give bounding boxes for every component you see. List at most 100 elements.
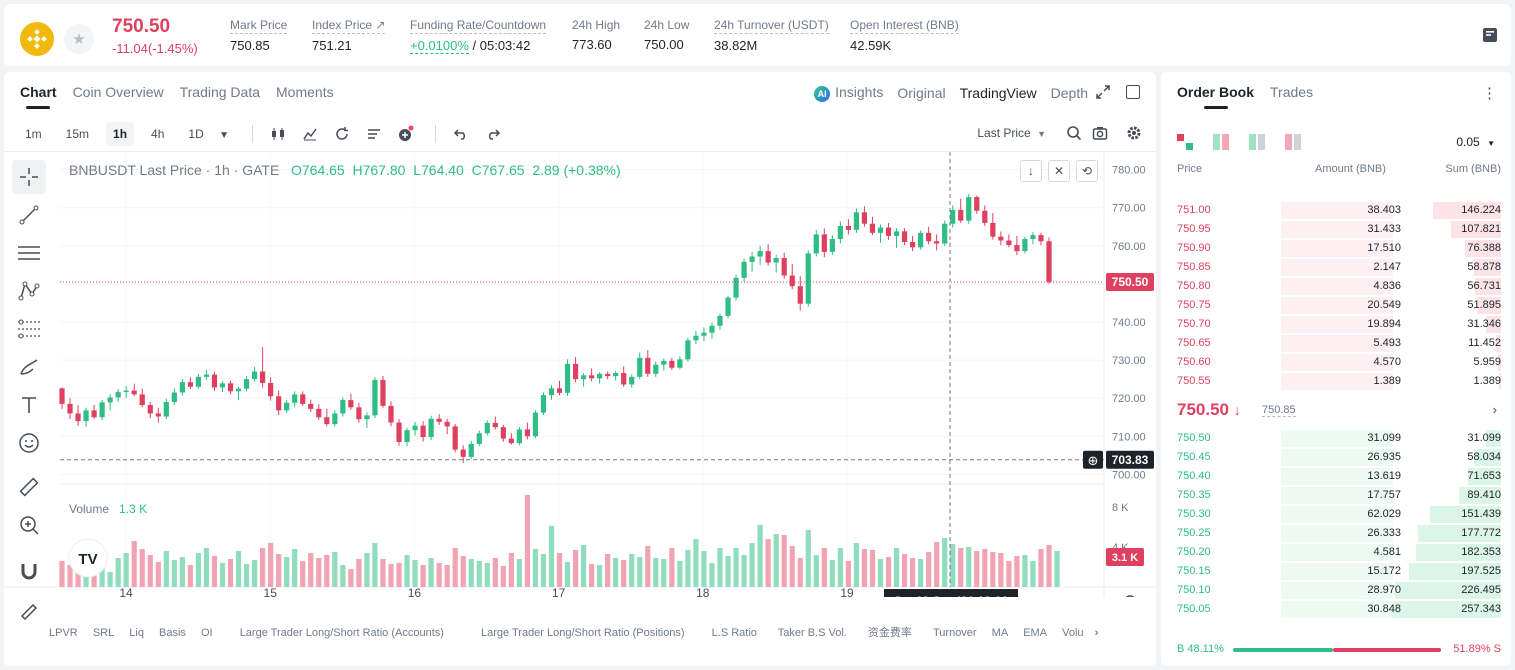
ask-row[interactable]: 750.75 20.549 51.895: [1161, 296, 1511, 315]
stat-index-price[interactable]: Index Price ↗ 751.21: [312, 18, 386, 53]
magnet-icon[interactable]: [12, 554, 46, 588]
indicator-basis[interactable]: Basis: [159, 627, 186, 639]
ask-row[interactable]: 750.55 1.389 1.389: [1161, 372, 1511, 391]
indicator-ma[interactable]: MA: [991, 627, 1009, 639]
ask-row[interactable]: 750.70 19.894 31.346: [1161, 315, 1511, 334]
settings-gear-icon[interactable]: [1126, 125, 1142, 141]
indicator-volume[interactable]: Volu: [1062, 627, 1084, 639]
tick-size-select[interactable]: 0.05 ▼: [1456, 135, 1495, 149]
bid-row[interactable]: 750.20 4.581 182.353: [1161, 543, 1511, 562]
candle-body: [1038, 235, 1044, 242]
ruler-tool-icon[interactable]: [12, 470, 46, 504]
indicator-ls-ratio[interactable]: L.S Ratio: [711, 627, 757, 639]
timeframe-1m[interactable]: 1m: [25, 126, 42, 141]
candle-body: [942, 223, 948, 244]
tab-trades[interactable]: Trades: [1270, 84, 1314, 100]
indicator-lpvr[interactable]: LPVR: [49, 627, 78, 639]
bid-row[interactable]: 750.35 17.757 89.410: [1161, 486, 1511, 505]
price-chart[interactable]: 780.00770.00760.00750.00740.00730.00720.…: [4, 152, 1156, 597]
indicator-taker-vol[interactable]: Taker B.S Vol.: [777, 627, 847, 639]
bid-row[interactable]: 750.15 15.172 197.525: [1161, 562, 1511, 581]
bid-row[interactable]: 750.30 62.029 151.439: [1161, 505, 1511, 524]
ask-row[interactable]: 750.85 2.147 58.878: [1161, 258, 1511, 277]
text-tool-icon[interactable]: [12, 388, 46, 422]
indicator-turnover[interactable]: Turnover: [932, 627, 977, 639]
indicator-oi[interactable]: OI: [201, 627, 213, 639]
book-icon[interactable]: [1481, 26, 1499, 44]
zoom-in-icon[interactable]: [12, 508, 46, 542]
window-icon[interactable]: [1126, 85, 1140, 99]
tab-trading-data[interactable]: Trading Data: [179, 84, 261, 100]
indicator-liq[interactable]: Liq: [129, 627, 144, 639]
tab-moments[interactable]: Moments: [276, 84, 334, 100]
volume-bar: [564, 562, 571, 587]
indicator-funding-rate[interactable]: 资金费率: [867, 627, 912, 639]
ask-row[interactable]: 750.60 4.570 5.959: [1161, 353, 1511, 372]
ask-row[interactable]: 750.80 4.836 56.731: [1161, 277, 1511, 296]
timeframe-1d[interactable]: 1D ▼: [181, 122, 236, 146]
view-split-icon[interactable]: [1213, 134, 1229, 150]
order-amount: 28.970: [1367, 584, 1401, 596]
tab-order-book[interactable]: Order Book: [1177, 84, 1254, 109]
indicator-ema[interactable]: EMA: [1023, 627, 1048, 639]
bid-row[interactable]: 750.50 31.099 31.099: [1161, 429, 1511, 448]
undo-icon[interactable]: [452, 125, 470, 143]
bid-row[interactable]: 750.10 28.970 226.495: [1161, 581, 1511, 600]
indicators-icon[interactable]: [301, 125, 319, 143]
volume-bar: [1046, 545, 1052, 587]
insights-button[interactable]: AI Insights: [814, 84, 883, 102]
candle-body: [219, 383, 226, 388]
tab-tradingview[interactable]: TradingView: [959, 85, 1037, 101]
indicator-large-trader-positions[interactable]: Large Trader Long/Short Ratio (Positions…: [480, 627, 685, 639]
tab-chart[interactable]: Chart: [20, 84, 57, 109]
pattern-tool-icon[interactable]: [12, 274, 46, 308]
ask-row[interactable]: 751.00 38.403 146.224: [1161, 201, 1511, 220]
bid-row[interactable]: 750.05 30.848 257.343: [1161, 600, 1511, 619]
view-bids-icon[interactable]: [1249, 134, 1265, 150]
tab-coin-overview[interactable]: Coin Overview: [72, 84, 164, 100]
chevron-right-icon[interactable]: ›: [1094, 627, 1099, 639]
bid-row[interactable]: 750.45 26.935 58.034: [1161, 448, 1511, 467]
chevron-right-icon[interactable]: ›: [1492, 402, 1497, 417]
bid-row[interactable]: 750.40 13.619 71.653: [1161, 467, 1511, 486]
template-icon[interactable]: [365, 125, 383, 143]
timeframe-15m[interactable]: 15m: [65, 126, 90, 141]
favorite-star-icon[interactable]: ★: [64, 24, 94, 54]
autoscale-icon[interactable]: ⟲: [1076, 160, 1098, 182]
amount-depth-bar: [1281, 240, 1393, 257]
ask-row[interactable]: 750.90 17.510 76.388: [1161, 239, 1511, 258]
timeframe-4h[interactable]: 4h: [151, 126, 165, 141]
timeframe-1h[interactable]: 1h: [106, 121, 135, 146]
ask-row[interactable]: 750.95 31.433 107.821: [1161, 220, 1511, 239]
add-alert-icon[interactable]: [397, 125, 415, 143]
crosshair-tool-icon[interactable]: [12, 160, 46, 194]
horizontal-lines-tool-icon[interactable]: [12, 236, 46, 270]
candle-body: [685, 340, 691, 360]
candlestick-icon[interactable]: [269, 125, 287, 143]
more-options-icon[interactable]: ⋮: [1482, 85, 1497, 102]
indicator-srl[interactable]: SRL: [92, 627, 115, 639]
scroll-down-icon[interactable]: ↓: [1020, 160, 1042, 182]
ask-row[interactable]: 750.65 5.493 11.452: [1161, 334, 1511, 353]
tab-depth[interactable]: Depth: [1050, 85, 1088, 101]
chart-legend: BNBUSDT Last Price · 1h · GATE O764.65 H…: [69, 162, 621, 178]
search-icon[interactable]: [1066, 125, 1082, 141]
emoji-tool-icon[interactable]: [12, 426, 46, 460]
expand-icon[interactable]: [1096, 85, 1110, 99]
price-type-select[interactable]: Last Price ▼: [977, 126, 1046, 140]
brush-tool-icon[interactable]: [12, 350, 46, 384]
stat-24h-turnover: 24h Turnover (USDT) 38.82M: [714, 18, 829, 53]
candle-body: [621, 373, 627, 385]
redo-icon[interactable]: [484, 125, 502, 143]
trend-line-tool-icon[interactable]: [12, 198, 46, 232]
collapse-icon[interactable]: ✕: [1048, 160, 1070, 182]
camera-icon[interactable]: [1092, 125, 1108, 141]
view-asks-icon[interactable]: [1285, 134, 1301, 150]
bid-row[interactable]: 750.25 26.333 177.772: [1161, 524, 1511, 543]
lock-drawings-icon[interactable]: [12, 592, 46, 626]
tab-original[interactable]: Original: [897, 85, 946, 101]
fib-tool-icon[interactable]: [12, 312, 46, 346]
view-both-icon[interactable]: [1177, 134, 1193, 150]
refresh-icon[interactable]: [333, 125, 351, 143]
indicator-large-trader-accounts[interactable]: Large Trader Long/Short Ratio (Accounts): [239, 627, 444, 639]
